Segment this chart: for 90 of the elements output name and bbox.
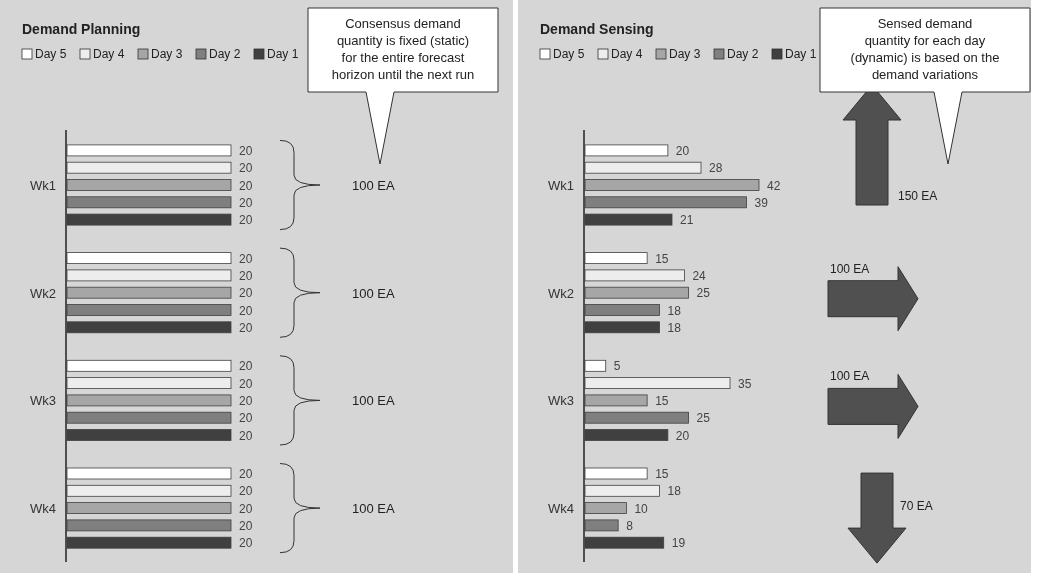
- data-label: 8: [626, 518, 634, 533]
- bar: [584, 269, 685, 282]
- data-label: 20: [239, 143, 253, 158]
- text: 100 EA: [352, 501, 395, 517]
- bar: [584, 377, 731, 389]
- data-label: 19: [671, 536, 686, 551]
- data-label: 5: [613, 359, 621, 374]
- bar: [584, 359, 607, 372]
- data-label: 39: [754, 195, 769, 210]
- text: 150 EA: [898, 189, 938, 203]
- bar: [584, 467, 648, 480]
- bar: [584, 321, 660, 334]
- legend-label: Day 1: [785, 47, 817, 61]
- data-label: 15: [655, 393, 669, 408]
- bar: [584, 484, 660, 497]
- data-label: 20: [239, 320, 253, 335]
- y-tick-label: Wk3: [548, 393, 574, 409]
- data-label: 20: [675, 143, 690, 158]
- legend-label: Day 3: [669, 47, 701, 61]
- text: 70 EA: [900, 499, 933, 514]
- data-label: 20: [239, 376, 253, 391]
- legend-label: Day 5: [35, 47, 67, 61]
- y-tick-label: Wk3: [30, 393, 56, 409]
- text: 100 EA: [352, 393, 395, 409]
- data-label: 24: [692, 268, 707, 283]
- data-label: 20: [239, 501, 253, 516]
- data-label: 18: [667, 320, 682, 335]
- data-label: 20: [239, 268, 253, 283]
- legend-label: Day 1: [267, 47, 299, 61]
- data-label: 20: [239, 411, 253, 426]
- data-label: 20: [239, 359, 253, 374]
- data-label: 20: [239, 251, 253, 266]
- y-tick-label: Wk2: [30, 285, 56, 301]
- legend-label: Day 3: [151, 47, 183, 61]
- legend-label: Day 4: [611, 47, 643, 61]
- bar: [584, 429, 669, 441]
- y-tick-label: Wk2: [548, 285, 574, 301]
- chart-title: Demand Planning: [22, 21, 141, 37]
- bar: [584, 304, 660, 316]
- data-label: 20: [239, 161, 253, 176]
- legend-label: Day 2: [209, 47, 241, 61]
- bar: [584, 252, 648, 264]
- bar: [584, 394, 648, 407]
- text: 100 EA: [830, 261, 870, 276]
- bar: [584, 502, 627, 514]
- y-tick-label: Wk1: [548, 178, 574, 193]
- data-label: 18: [667, 484, 682, 499]
- data-label: 21: [680, 213, 694, 228]
- bar: [584, 411, 689, 424]
- data-label: 15: [655, 467, 669, 481]
- data-label: 20: [239, 393, 253, 408]
- y-tick-label: Wk4: [548, 501, 574, 517]
- data-label: 15: [655, 251, 669, 266]
- text: 100 EA: [830, 369, 870, 384]
- data-label: 42: [767, 178, 781, 193]
- text: 100 EA: [352, 285, 395, 301]
- bar: [584, 519, 619, 532]
- data-label: 28: [709, 161, 723, 176]
- text: Sensed demand quantity for each day (dynamic) is based on the demand variations: [850, 16, 1000, 82]
- data-label: 20: [239, 467, 253, 481]
- text: 100 EA: [352, 178, 395, 193]
- data-label: 20: [239, 195, 253, 210]
- data-label: 25: [696, 286, 711, 301]
- y-tick-label: Wk4: [30, 501, 56, 517]
- bar: [584, 144, 669, 157]
- legend-label: Day 2: [727, 47, 759, 61]
- data-label: 20: [239, 536, 253, 551]
- data-label: 20: [239, 213, 253, 228]
- chart-title: Demand Sensing: [540, 21, 654, 37]
- data-label: 20: [239, 518, 253, 533]
- legend-label: Day 5: [553, 47, 585, 61]
- bar: [584, 179, 760, 191]
- bar: [584, 213, 673, 226]
- bar: [584, 536, 665, 549]
- data-label: 25: [696, 411, 711, 426]
- data-label: 20: [239, 178, 253, 193]
- bar: [584, 161, 702, 174]
- data-label: 18: [667, 303, 682, 318]
- data-label: 20: [239, 428, 253, 443]
- text: Consensus demand quantity is fixed (static) for the entire forecast horizon until the next run: [331, 16, 475, 82]
- data-label: 20: [239, 484, 253, 499]
- legend-label: Day 4: [93, 47, 125, 61]
- data-label: 20: [239, 303, 253, 318]
- bar: [584, 286, 689, 299]
- y-tick-label: Wk1: [30, 178, 56, 193]
- data-label: 20: [675, 428, 690, 443]
- data-label: 10: [634, 501, 649, 516]
- bar: [584, 196, 747, 209]
- data-label: 20: [239, 286, 253, 301]
- data-label: 35: [738, 376, 752, 391]
